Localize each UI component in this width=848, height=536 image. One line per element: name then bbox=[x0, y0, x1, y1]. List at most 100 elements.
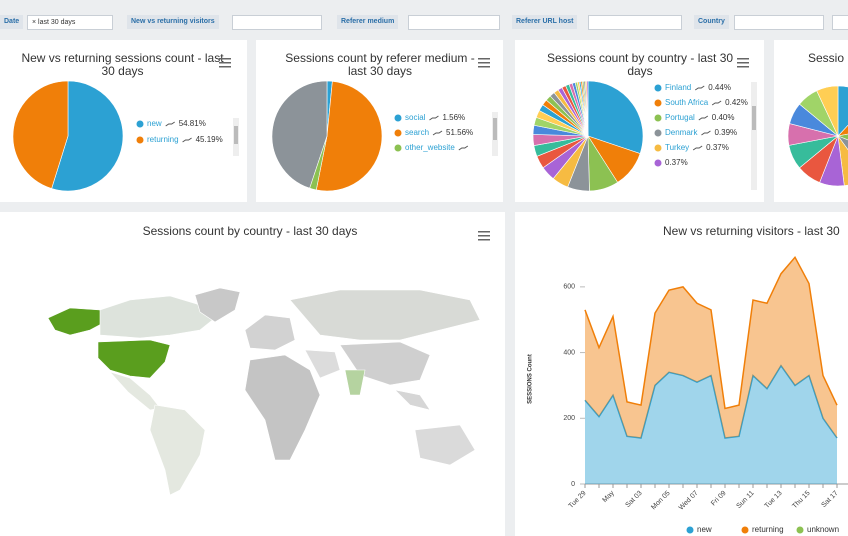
trend-icon bbox=[458, 145, 469, 151]
trend-icon bbox=[432, 130, 443, 136]
legend-marker bbox=[741, 526, 749, 534]
x-tick-label: Sat 17 bbox=[820, 490, 839, 509]
card-title: Sessions count by referer medium - last … bbox=[285, 51, 475, 78]
legend-label: new bbox=[147, 119, 162, 128]
menu-icons bbox=[219, 58, 749, 241]
filter-input[interactable]: × last 30 days bbox=[27, 15, 113, 30]
legend-label: social bbox=[405, 113, 426, 122]
trend-icon bbox=[165, 121, 175, 127]
area-fill bbox=[585, 257, 837, 438]
filter-input[interactable] bbox=[588, 15, 682, 30]
legend-marker bbox=[654, 129, 662, 137]
legend-label: Denmark bbox=[665, 128, 698, 137]
x-tick-label: Tue 13 bbox=[764, 490, 784, 510]
legend-marker bbox=[654, 84, 662, 92]
scrollbars[interactable] bbox=[233, 82, 757, 190]
legend-label: new bbox=[697, 525, 712, 534]
pie-slice bbox=[816, 85, 839, 137]
card-title: Sessions count by country - last 30 days bbox=[546, 51, 734, 78]
legend-marker bbox=[394, 114, 402, 122]
area-line bbox=[584, 255, 838, 410]
legend-label: search bbox=[405, 128, 429, 137]
x-tick-label: Thu 15 bbox=[791, 490, 811, 510]
legend-value: 51.56% bbox=[446, 128, 473, 137]
legend-value: 0.37% bbox=[665, 158, 688, 167]
card-title: New vs returning sessions count - last 3… bbox=[21, 51, 224, 78]
legend-marker bbox=[796, 526, 804, 534]
legend-marker bbox=[654, 114, 662, 122]
pie-slice bbox=[12, 80, 69, 189]
legend-marker bbox=[136, 136, 144, 144]
legend-marker bbox=[394, 144, 402, 152]
legend-value: 0.39% bbox=[714, 128, 737, 137]
legend-value: 0.42% bbox=[725, 98, 748, 107]
legend-label: Portugal bbox=[665, 113, 695, 122]
area-line bbox=[584, 364, 838, 439]
legend-marker bbox=[654, 99, 662, 107]
trend-icon bbox=[692, 145, 703, 151]
legend-value: 54.81% bbox=[179, 119, 206, 128]
legend-value: 0.40% bbox=[712, 113, 735, 122]
pie-slice bbox=[587, 80, 644, 154]
pie-slice bbox=[837, 135, 848, 151]
trend-icon bbox=[429, 115, 439, 121]
legend-value: 0.44% bbox=[708, 83, 731, 92]
legend-label: unknown bbox=[807, 525, 839, 534]
y-tick-label: 400 bbox=[563, 349, 575, 356]
legend-label: Turkey bbox=[665, 143, 689, 152]
filter-input[interactable] bbox=[734, 15, 824, 30]
x-tick-label: Sat 03 bbox=[624, 490, 643, 509]
x-tick-label: Tue 29 bbox=[568, 490, 588, 510]
pie-slice bbox=[315, 80, 383, 192]
trend-icon bbox=[701, 130, 711, 136]
legend-marker bbox=[686, 526, 694, 534]
legend-label: returning bbox=[147, 135, 179, 144]
x-tick-label: Sun 11 bbox=[735, 490, 755, 510]
x-tick-label: May bbox=[601, 489, 616, 504]
trend-icon bbox=[711, 100, 722, 106]
legend-value: 45.19% bbox=[196, 135, 223, 144]
x-tick-label: Wed 07 bbox=[678, 490, 700, 512]
filter-label: New vs returning visitors bbox=[127, 15, 219, 29]
legend-label: South Africa bbox=[665, 98, 709, 107]
legend-label: returning bbox=[752, 525, 784, 534]
y-tick-label: 200 bbox=[563, 415, 575, 422]
filter-label: Referer medium bbox=[337, 15, 399, 29]
filter-input[interactable] bbox=[408, 15, 500, 30]
world-map bbox=[47, 287, 481, 496]
remove-icon[interactable]: × bbox=[32, 19, 39, 26]
y-axis-title: SESSIONS Count bbox=[528, 354, 534, 404]
trend-icon bbox=[698, 115, 709, 121]
filter-label: Country bbox=[694, 15, 729, 29]
y-tick-label: 600 bbox=[563, 284, 575, 291]
trend-icon bbox=[182, 137, 192, 143]
filter-value: last 30 days bbox=[38, 19, 76, 26]
filter-input[interactable] bbox=[232, 15, 322, 30]
card-title: Sessio bbox=[808, 51, 845, 65]
card-title: Sessions count by country - last 30 days bbox=[142, 224, 358, 238]
filter-input[interactable] bbox=[832, 15, 848, 30]
filter-label: Referer URL host bbox=[512, 15, 578, 29]
x-tick-label: Mon 05 bbox=[650, 490, 672, 512]
pie-slice bbox=[51, 80, 124, 192]
pie-slice bbox=[586, 80, 589, 137]
pie-slice bbox=[836, 133, 848, 141]
legend-marker bbox=[654, 144, 662, 152]
trend-icon bbox=[694, 85, 705, 91]
x-tick-label: Fri 09 bbox=[710, 490, 728, 508]
pie-slice bbox=[271, 80, 328, 189]
legend-label: Finland bbox=[665, 83, 691, 92]
area-fill bbox=[585, 365, 837, 484]
card bbox=[515, 212, 848, 536]
y-tick-label: 0 bbox=[571, 481, 575, 488]
card-title: New vs returning visitors - last 30 bbox=[663, 224, 840, 238]
legend-marker bbox=[394, 129, 402, 137]
legend-value: 1.56% bbox=[442, 113, 465, 122]
legend-value: 0.37% bbox=[706, 143, 729, 152]
legend-label: other_website bbox=[405, 143, 455, 152]
pie-slice bbox=[837, 124, 848, 137]
legend-marker bbox=[136, 120, 144, 128]
legend-marker bbox=[654, 159, 662, 167]
